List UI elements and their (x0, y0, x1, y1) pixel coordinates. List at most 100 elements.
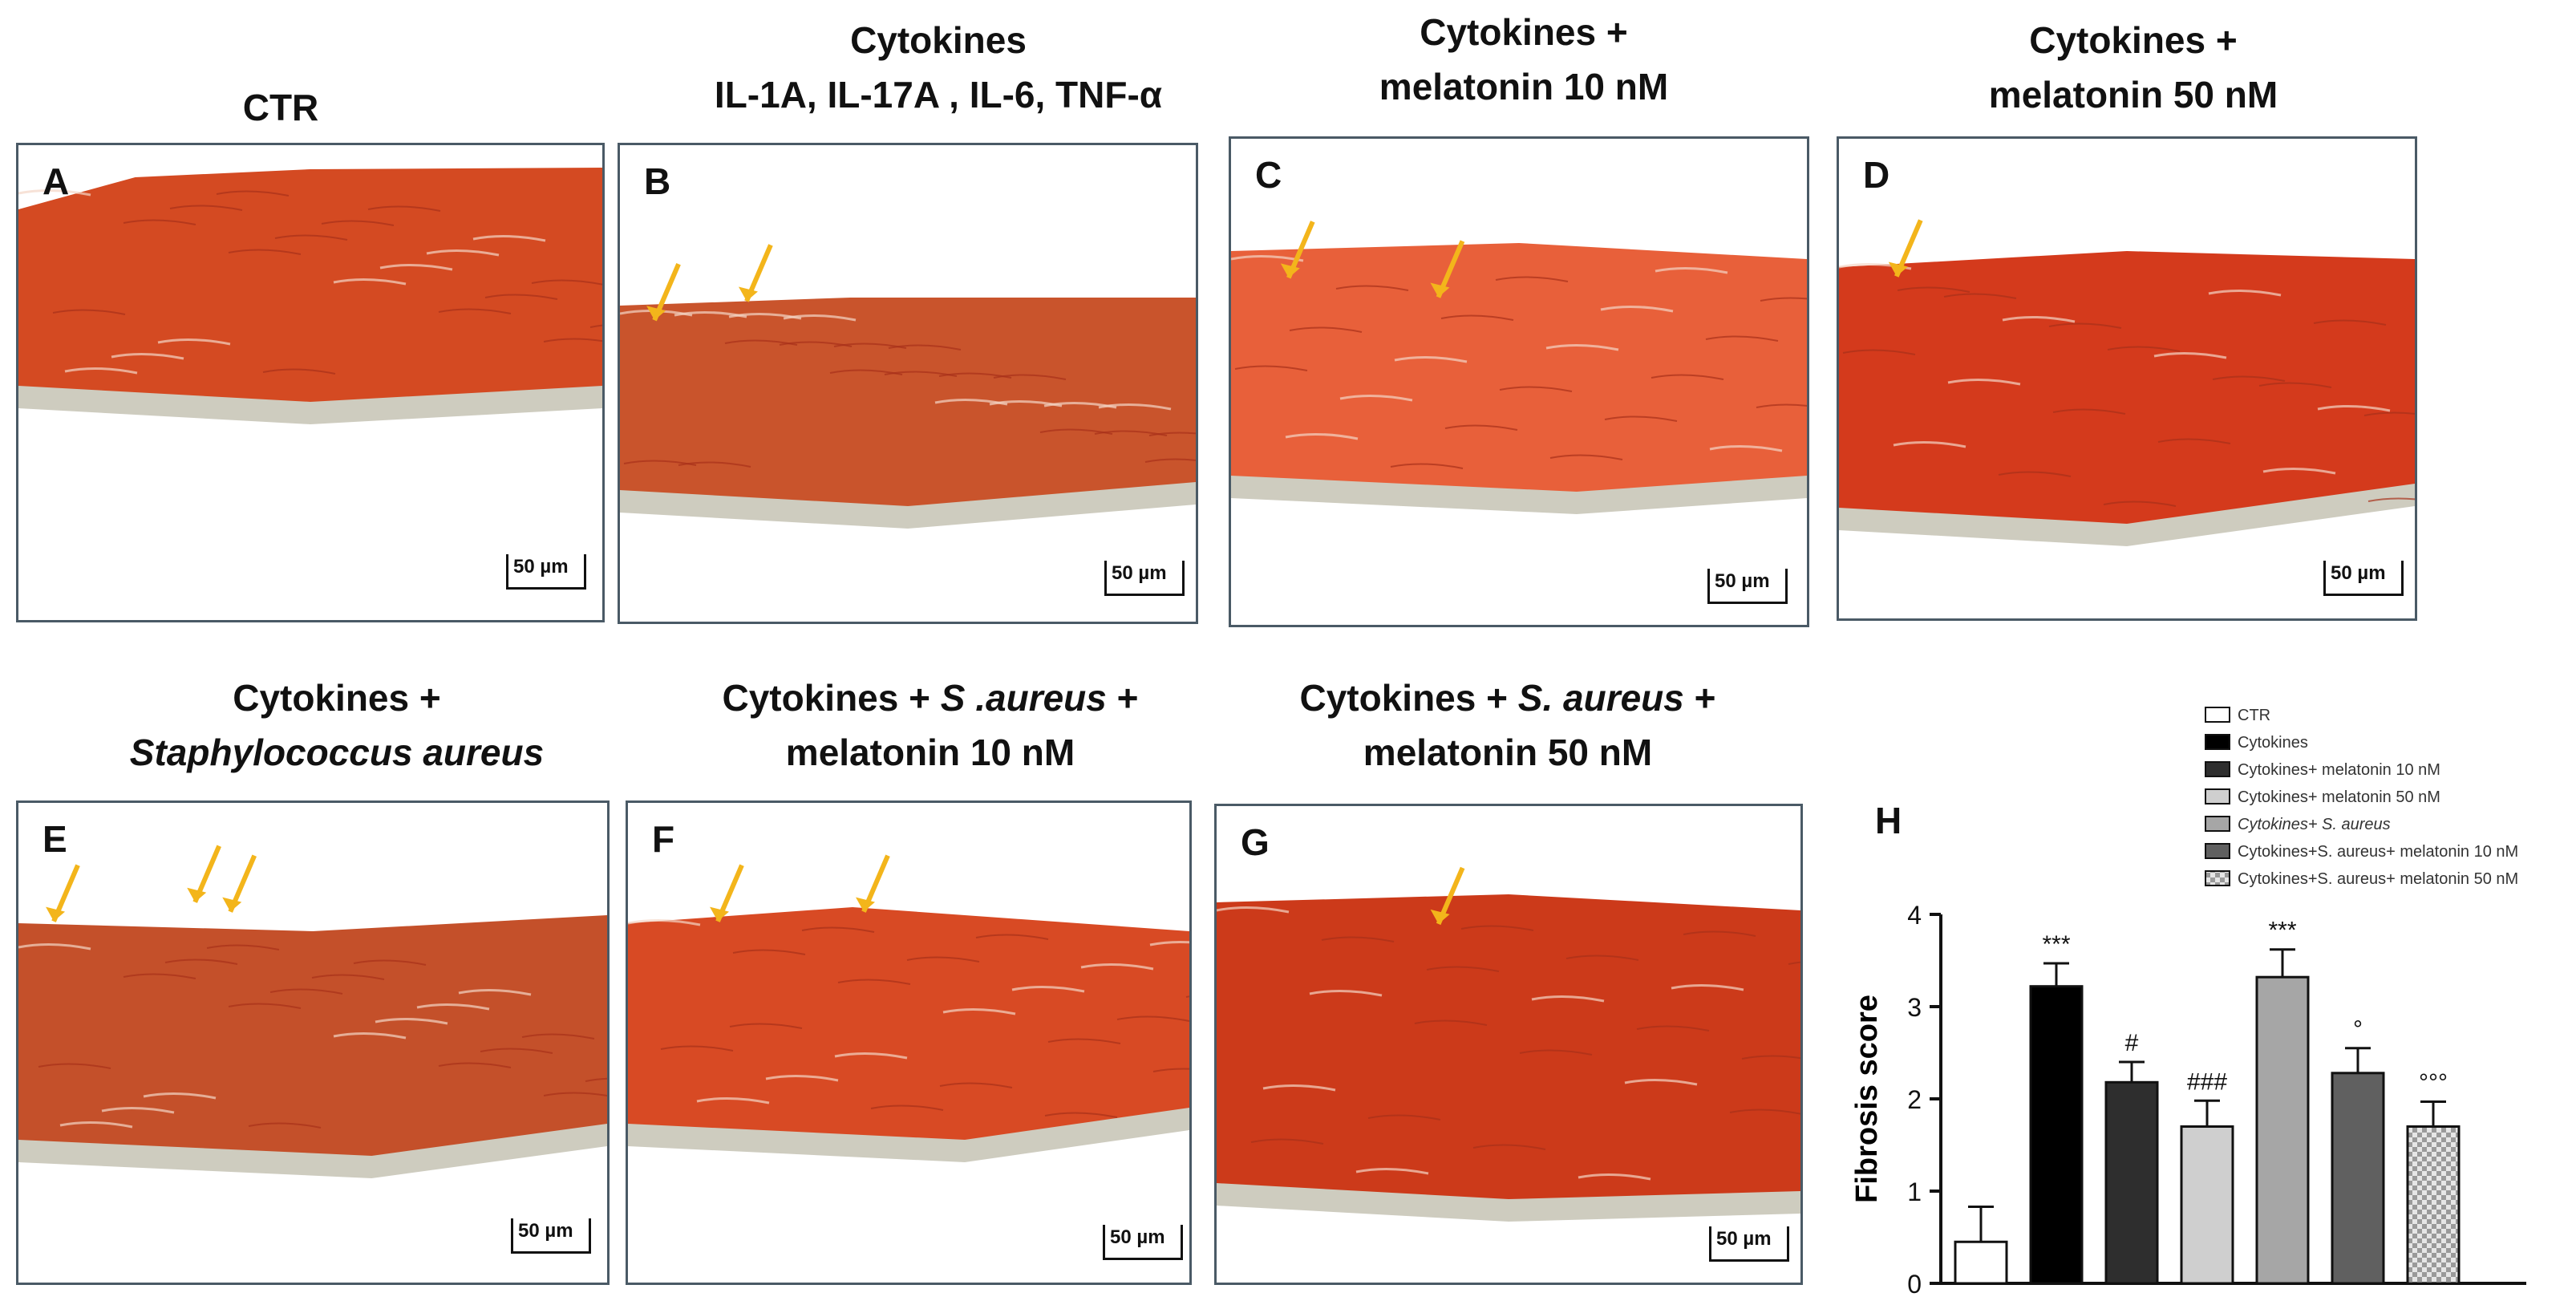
tissue-fiber (732, 949, 806, 955)
panel-c-scale-bar: 50 µm (1707, 569, 1788, 604)
tissue-fiber (585, 1077, 607, 1082)
panel-f-micrograph: F 50 µm (626, 800, 1192, 1285)
tissue-fiber (1444, 424, 1518, 431)
panel-f-label: F (652, 818, 675, 860)
panel-b-label: B (644, 160, 671, 202)
tissue-fiber (1414, 1019, 1488, 1026)
tissue-fiber (1683, 930, 1756, 937)
legend-swatch (2205, 843, 2230, 859)
panel-a-title: CTR (242, 87, 319, 128)
y-axis-label: Fibrosis score (1850, 995, 1884, 1203)
tissue-fiber (375, 1017, 448, 1025)
panel-e-title: Cytokines + Staphylococcus aureus (129, 677, 545, 773)
bar (1954, 1240, 2008, 1285)
tissue-fiber (1651, 374, 1724, 380)
fibrosis-arrowhead (1888, 261, 1908, 277)
tissue-fiber (216, 190, 290, 197)
tissue-fiber (2258, 382, 2332, 388)
tissue-fiber (1047, 1038, 1121, 1044)
tissue-fiber (353, 959, 427, 966)
stained-tissue-band (18, 915, 607, 1156)
fibrosis-arrowhead (46, 906, 66, 922)
bar (2180, 1125, 2234, 1285)
tissue-fiber (480, 1048, 553, 1054)
tissue-fiber (123, 973, 196, 979)
tissue-section (18, 845, 607, 1178)
basal-layer (1839, 479, 2415, 546)
significance-marker: *** (2268, 918, 2296, 944)
tissue-fiber (1355, 1167, 1429, 1175)
tissue-fiber (888, 344, 962, 351)
tissue-fiber (1234, 365, 1308, 371)
fibrosis-arrowhead (222, 897, 242, 912)
y-tick-label: 1 (1907, 1177, 1922, 1206)
tissue-fiber (101, 1106, 175, 1114)
tissue-section (18, 168, 602, 424)
tissue-fiber (975, 934, 1049, 940)
tissue-fiber (1149, 940, 1189, 946)
tissue-fiber (1011, 985, 1085, 993)
tissue-fiber (2363, 411, 2415, 416)
panel-g-micrograph: G 50 µm (1214, 804, 1803, 1285)
panel-b-title: Cytokines IL-1A, IL-17A , IL-6, TNF-α (714, 19, 1163, 116)
tissue-fiber (783, 314, 857, 322)
panel-g-label: G (1241, 821, 1270, 863)
legend-entry: CTR (2238, 707, 2270, 724)
bar (2255, 975, 2310, 1285)
tissue-fiber (1705, 335, 1779, 342)
tissue-fiber (111, 352, 184, 360)
tissue-fiber (2317, 404, 2391, 412)
significance-marker: ### (2187, 1068, 2227, 1095)
bar (2406, 1125, 2461, 1285)
y-tick-label: 2 (1907, 1085, 1922, 1114)
tissue-fiber (1285, 432, 1359, 440)
tissue-fiber (157, 338, 231, 346)
tissue-fiber (52, 309, 126, 315)
legend-swatch (2205, 788, 2230, 805)
panel-a-label: A (43, 160, 70, 202)
tissue-fiber (18, 188, 91, 197)
tissue-fiber (123, 219, 196, 225)
tissue-fiber (59, 1121, 133, 1129)
panel-a-micrograph: A 50 µm (16, 143, 605, 622)
tissue-fiber (1600, 305, 1674, 313)
tissue-fiber (64, 367, 138, 375)
tissue-fiber (1671, 983, 1744, 991)
tissue-fiber (1390, 463, 1464, 469)
tissue-fiber (379, 263, 453, 271)
legend-entry: Cytokines+ melatonin 50 nM (2238, 788, 2440, 806)
tissue-fiber (1339, 394, 1413, 402)
panel-d-micrograph: D 50 µm (1837, 136, 2417, 621)
tissue-fiber (164, 959, 238, 965)
tissue-fiber (628, 918, 701, 926)
tissue-fiber (834, 1052, 908, 1060)
panel-c-label: C (1255, 154, 1282, 196)
tissue-fiber (2157, 438, 2231, 444)
panel-b-scale-bar: 50 µm (1104, 561, 1185, 596)
bar (2029, 985, 2084, 1285)
tissue-fiber (1440, 314, 1514, 321)
legend-swatch (2205, 870, 2230, 886)
tissue-fiber (1460, 925, 1534, 931)
tissue-fiber (1729, 1108, 1800, 1115)
legend-entry: Cytokines (2238, 734, 2308, 752)
stained-tissue-band (1231, 243, 1807, 492)
tissue-fiber (1250, 1138, 1324, 1145)
significance-marker: *** (2042, 931, 2070, 958)
fibrosis-arrowhead (1280, 263, 1300, 278)
stained-tissue-band (1839, 251, 2415, 524)
significance-marker: °°° (2419, 1069, 2448, 1096)
tissue-fiber (765, 1074, 839, 1082)
tissue-fiber (18, 942, 91, 950)
tissue-section (1217, 866, 1800, 1222)
significance-marker: # (2125, 1030, 2139, 1056)
panel-g-scale-bar: 50 µm (1709, 1226, 1789, 1262)
tissue-fiber (2208, 289, 2282, 297)
tissue-fiber (1788, 961, 1800, 965)
tissue-fiber (367, 205, 441, 212)
tissue-fiber (1367, 1114, 1441, 1121)
tissue-fiber (906, 956, 980, 963)
tissue-section (1839, 219, 2415, 546)
tissue-fiber (543, 338, 602, 342)
tissue-fiber (169, 205, 243, 211)
